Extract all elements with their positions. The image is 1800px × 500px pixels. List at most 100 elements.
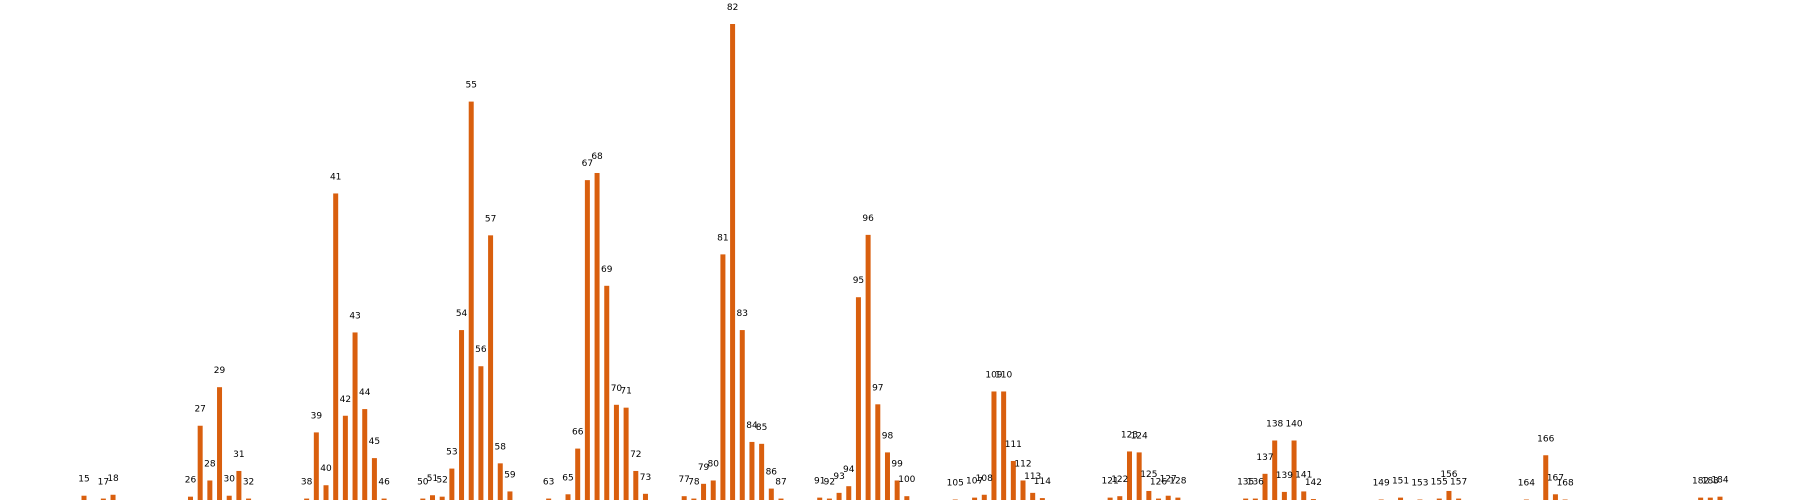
- bar-141: [1301, 491, 1307, 500]
- bar-41: [333, 193, 339, 500]
- bar-42: [342, 415, 348, 500]
- bar-label-136: 136: [1247, 478, 1264, 488]
- bar-label-39: 39: [311, 411, 323, 421]
- bar-label-86: 86: [766, 468, 778, 478]
- bar-label-99: 99: [891, 459, 903, 469]
- bar-label-80: 80: [708, 459, 720, 469]
- bar-label-110: 110: [995, 370, 1012, 380]
- bar-label-52: 52: [436, 476, 447, 486]
- bar-label-98: 98: [882, 431, 894, 441]
- bar-label-112: 112: [1014, 459, 1031, 469]
- bar-125: [1146, 490, 1152, 500]
- bar-92: [826, 498, 832, 500]
- bar-label-182: 182: [1692, 477, 1709, 487]
- bar-label-95: 95: [853, 276, 864, 286]
- bar-label-30: 30: [223, 475, 235, 485]
- bar-51: [430, 495, 435, 500]
- bar-label-123: 123: [1121, 430, 1138, 440]
- bar-32: [246, 498, 252, 500]
- bar-85: [759, 443, 765, 500]
- bar-57: [488, 235, 494, 500]
- bar-label-46: 46: [378, 478, 390, 488]
- bar-69: [604, 285, 610, 500]
- bar-44: [362, 409, 368, 500]
- bar-label-184: 184: [1711, 476, 1728, 486]
- bar-17: [100, 498, 106, 500]
- bar-label-149: 149: [1373, 479, 1390, 489]
- bar-138: [1272, 440, 1278, 500]
- bar-label-67: 67: [582, 159, 593, 169]
- bar-label-57: 57: [485, 214, 496, 224]
- bar-93: [836, 492, 842, 500]
- bar-label-73: 73: [640, 473, 651, 483]
- bar-label-83: 83: [737, 309, 748, 319]
- bar-label-66: 66: [572, 428, 584, 438]
- bar-78: [691, 498, 697, 500]
- bar-label-166: 166: [1537, 434, 1554, 444]
- bar-label-31: 31: [233, 450, 244, 460]
- bar-label-17: 17: [98, 478, 109, 488]
- bar-label-15: 15: [78, 475, 89, 485]
- bar-label-139: 139: [1276, 471, 1293, 481]
- bar-label-65: 65: [562, 473, 573, 483]
- bar-123: [1126, 451, 1132, 500]
- bar-166: [1543, 455, 1549, 500]
- bar-label-18: 18: [107, 474, 119, 484]
- bar-43: [352, 332, 358, 500]
- bar-label-126: 126: [1150, 478, 1167, 488]
- bar-label-137: 137: [1256, 453, 1273, 463]
- bar-68: [594, 172, 600, 500]
- bar-46: [381, 498, 387, 500]
- bar-label-70: 70: [611, 384, 623, 394]
- bar-label-138: 138: [1266, 420, 1283, 430]
- bar-label-122: 122: [1111, 475, 1128, 485]
- bar-140: [1291, 440, 1297, 500]
- bar-18: [110, 494, 116, 500]
- bar-91: [817, 497, 823, 500]
- bar-label-78: 78: [688, 478, 700, 488]
- bar-98: [884, 452, 890, 500]
- bar-183: [1707, 497, 1713, 500]
- bar-label-32: 32: [243, 478, 254, 488]
- bar-151: [1398, 497, 1404, 500]
- bar-label-124: 124: [1131, 431, 1148, 441]
- bar-label-38: 38: [301, 478, 313, 488]
- bar-39: [313, 432, 319, 500]
- bar-label-72: 72: [630, 450, 641, 460]
- bar-128: [1175, 497, 1181, 500]
- bar-label-167: 167: [1547, 473, 1564, 483]
- bar-label-135: 135: [1237, 478, 1254, 488]
- bar-31: [236, 470, 242, 500]
- bar-label-71: 71: [620, 387, 631, 397]
- bar-155: [1436, 498, 1442, 500]
- bar-87: [778, 498, 784, 500]
- bar-label-127: 127: [1160, 475, 1177, 485]
- bar-77: [681, 496, 687, 500]
- bar-label-59: 59: [504, 470, 516, 480]
- bar-label-183: 183: [1702, 477, 1719, 487]
- bar-127: [1165, 495, 1171, 500]
- bar-113: [1030, 492, 1036, 500]
- bar-label-82: 82: [727, 3, 738, 13]
- bar-label-43: 43: [349, 311, 360, 321]
- bars-group: [81, 24, 1723, 500]
- bar-157: [1456, 498, 1462, 500]
- bar-label-55: 55: [465, 81, 476, 91]
- bar-label-26: 26: [185, 476, 197, 486]
- bar-label-94: 94: [843, 465, 855, 475]
- bar-label-151: 151: [1392, 477, 1409, 487]
- bar-label-77: 77: [678, 475, 689, 485]
- bar-28: [207, 480, 213, 500]
- bar-label-108: 108: [976, 474, 993, 484]
- bar-label-164: 164: [1518, 479, 1535, 489]
- bar-label-121: 121: [1102, 477, 1119, 487]
- bar-label-93: 93: [833, 472, 844, 482]
- bar-label-157: 157: [1450, 478, 1467, 488]
- bar-182: [1698, 497, 1704, 500]
- bar-label-153: 153: [1411, 479, 1428, 489]
- bar-63: [546, 498, 552, 500]
- bar-label-54: 54: [456, 309, 468, 319]
